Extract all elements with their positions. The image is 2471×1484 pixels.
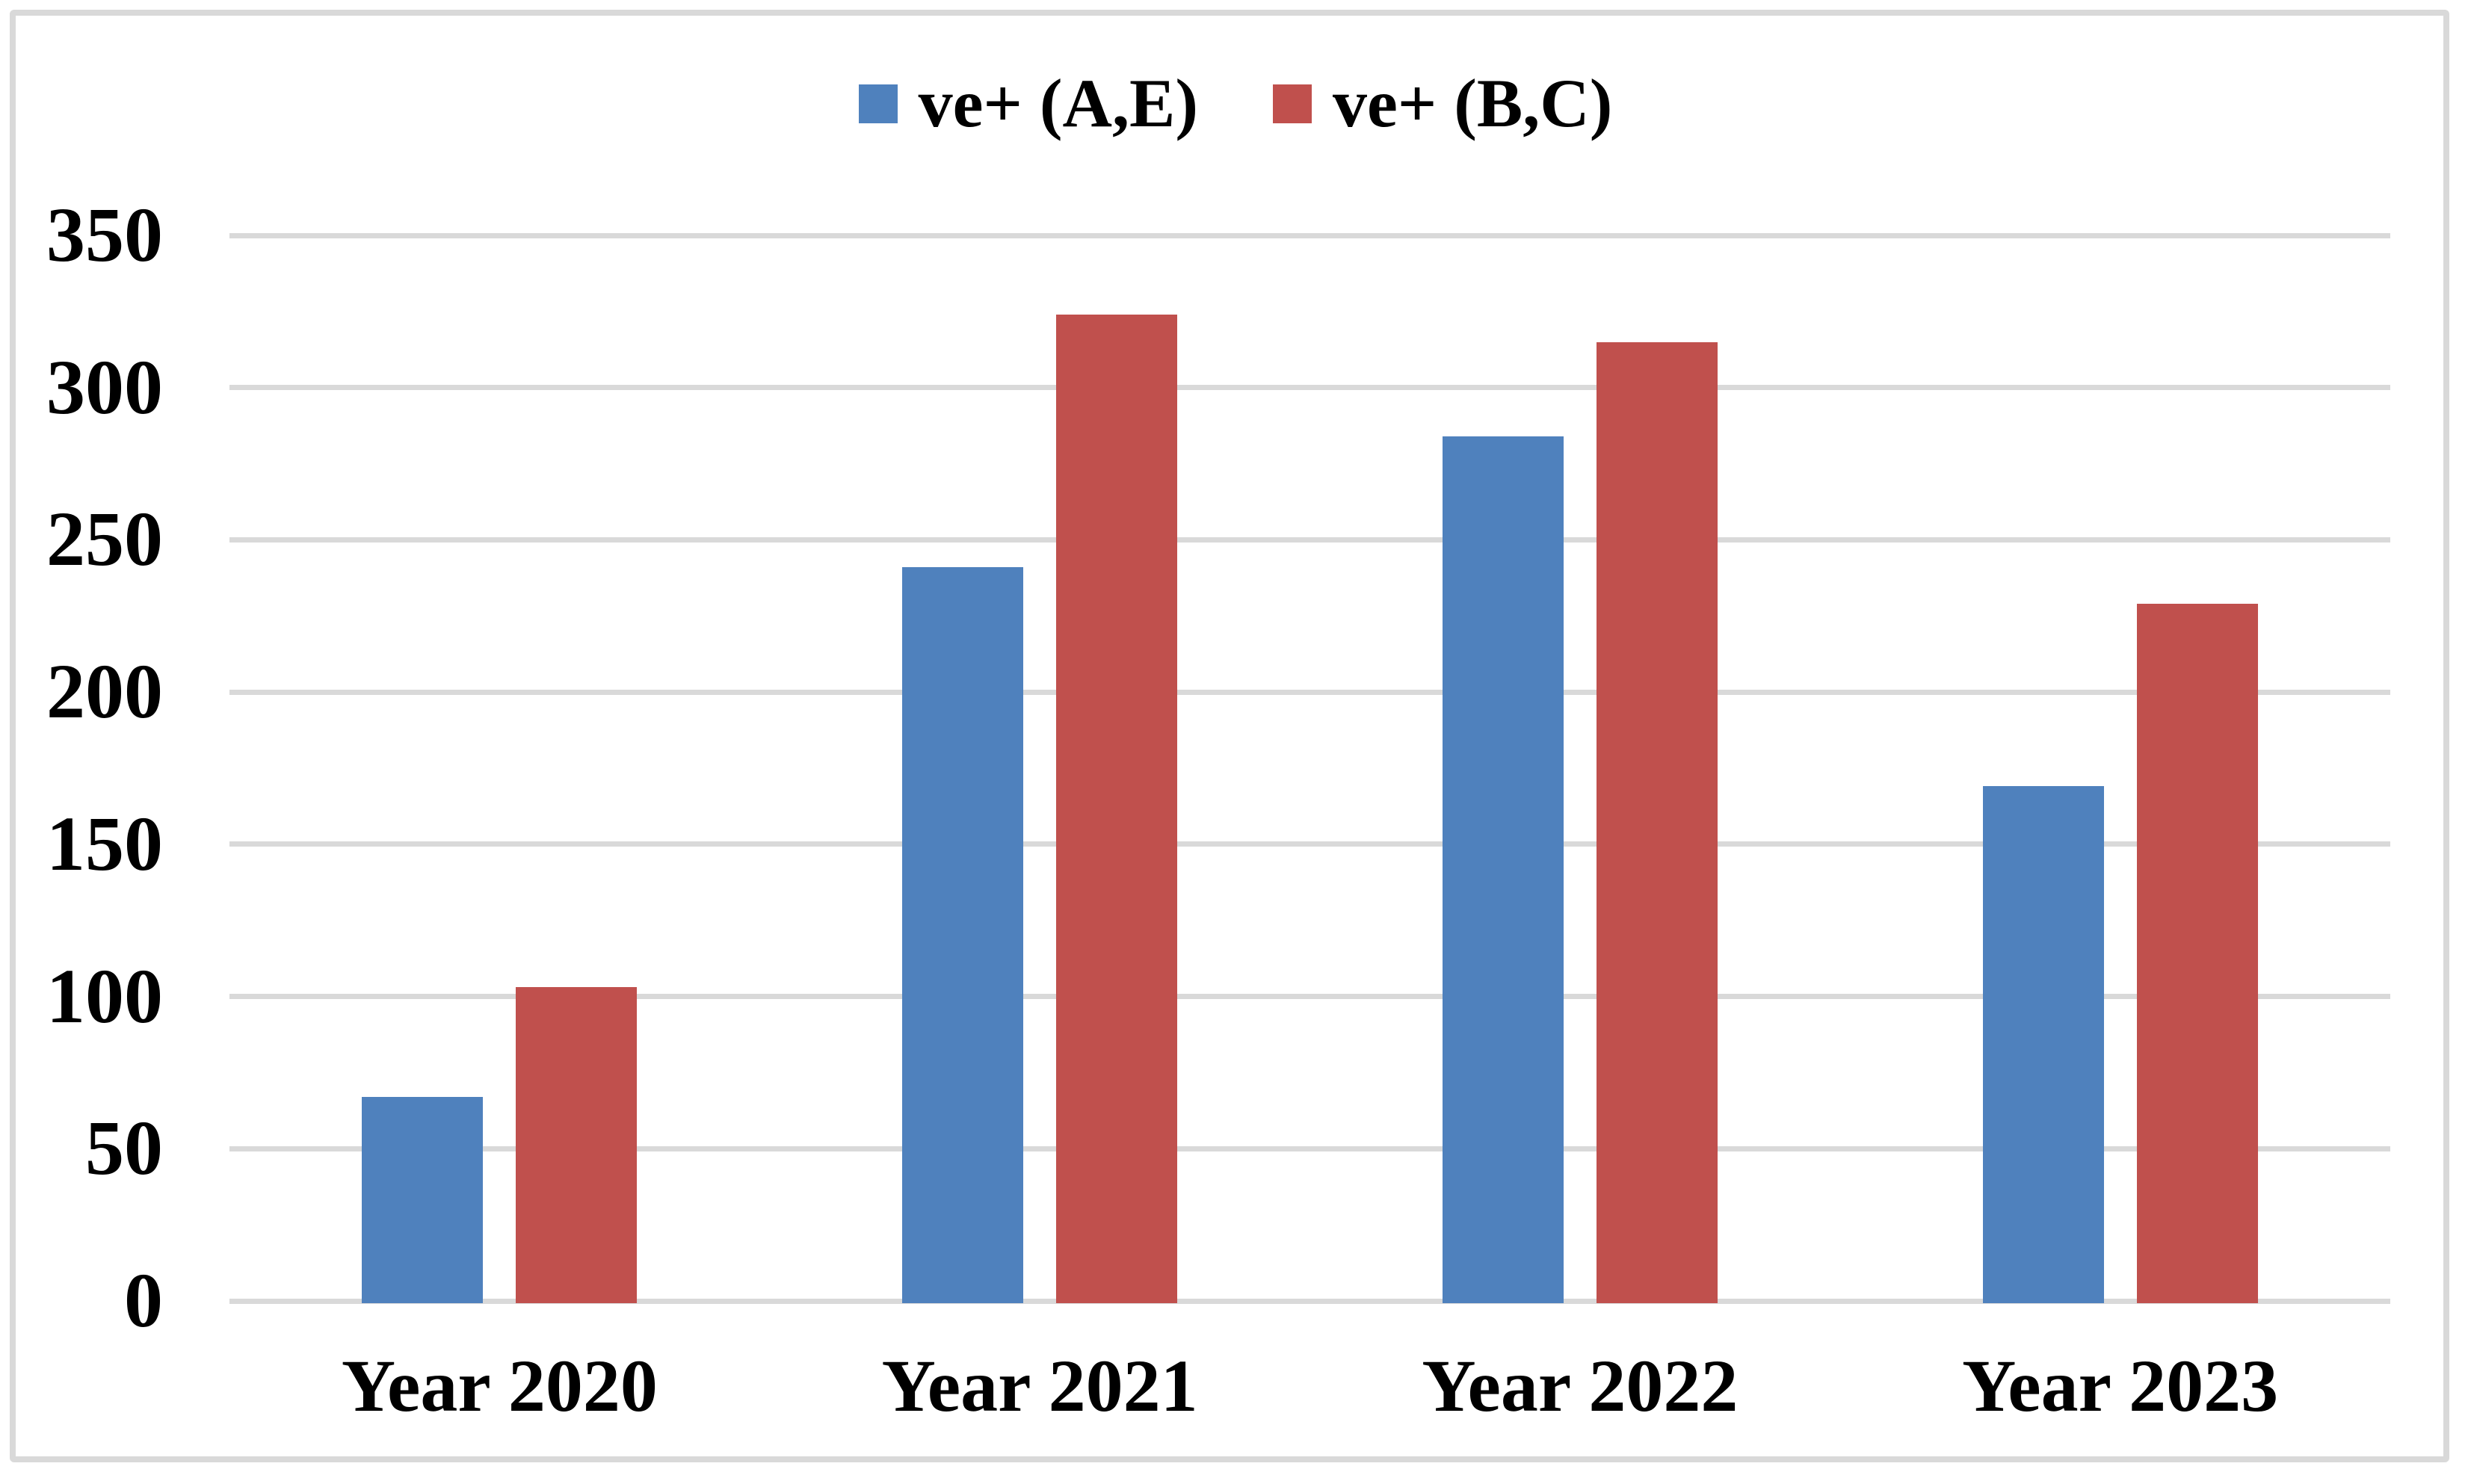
x-tick-label-year-2023: Year 2023 — [1962, 1344, 2279, 1427]
y-tick-label-350: 350 — [46, 192, 163, 278]
x-tick-label-year-2021: Year 2021 — [881, 1344, 1198, 1427]
y-axis-tick-labels: 0 50 100 150 200 250 300 350 — [0, 197, 163, 1340]
plot-area — [229, 232, 2390, 1304]
bar-year-2020-series-2 — [516, 987, 638, 1303]
y-tick-label-50: 50 — [85, 1105, 163, 1192]
x-axis-category-labels: Year 2020 Year 2021 Year 2022 Year 2023 — [229, 1345, 2390, 1442]
x-tick-label-year-2020: Year 2020 — [341, 1344, 658, 1427]
gridline-y-200 — [229, 689, 2390, 695]
gridline-y-150 — [229, 841, 2390, 847]
gridline-y-0 — [229, 1298, 2390, 1304]
bar-year-2022-series-1 — [1442, 436, 1564, 1303]
gridline-y-250 — [229, 537, 2390, 542]
gridline-y-300 — [229, 385, 2390, 391]
bar-year-2021-series-1 — [902, 567, 1024, 1303]
bar-year-2022-series-2 — [1596, 341, 1718, 1303]
y-tick-label-0: 0 — [124, 1258, 163, 1344]
y-tick-label-250: 250 — [46, 496, 163, 583]
legend-item-series-2: ve+ (B,C) — [1273, 65, 1613, 141]
chart-legend: ve+ (A,E) ve+ (B,C) — [0, 65, 2471, 141]
gridline-y-100 — [229, 994, 2390, 1000]
bar-year-2020-series-1 — [362, 1097, 484, 1303]
bar-year-2023-series-1 — [1982, 786, 2104, 1303]
legend-label-series-1: ve+ (A,E) — [918, 65, 1198, 141]
gridline-y-50 — [229, 1146, 2390, 1151]
legend-swatch-red — [1273, 84, 1312, 123]
y-tick-label-100: 100 — [46, 953, 163, 1039]
bar-year-2023-series-2 — [2136, 604, 2258, 1303]
legend-item-series-1: ve+ (A,E) — [858, 65, 1198, 141]
y-tick-label-200: 200 — [46, 649, 163, 735]
bar-year-2021-series-2 — [1056, 314, 1178, 1303]
legend-label-series-2: ve+ (B,C) — [1333, 65, 1613, 141]
legend-swatch-blue — [858, 84, 898, 123]
x-tick-label-year-2022: Year 2022 — [1422, 1344, 1739, 1427]
y-tick-label-150: 150 — [46, 800, 163, 887]
gridline-y-350 — [229, 232, 2390, 238]
y-tick-label-300: 300 — [46, 344, 163, 430]
